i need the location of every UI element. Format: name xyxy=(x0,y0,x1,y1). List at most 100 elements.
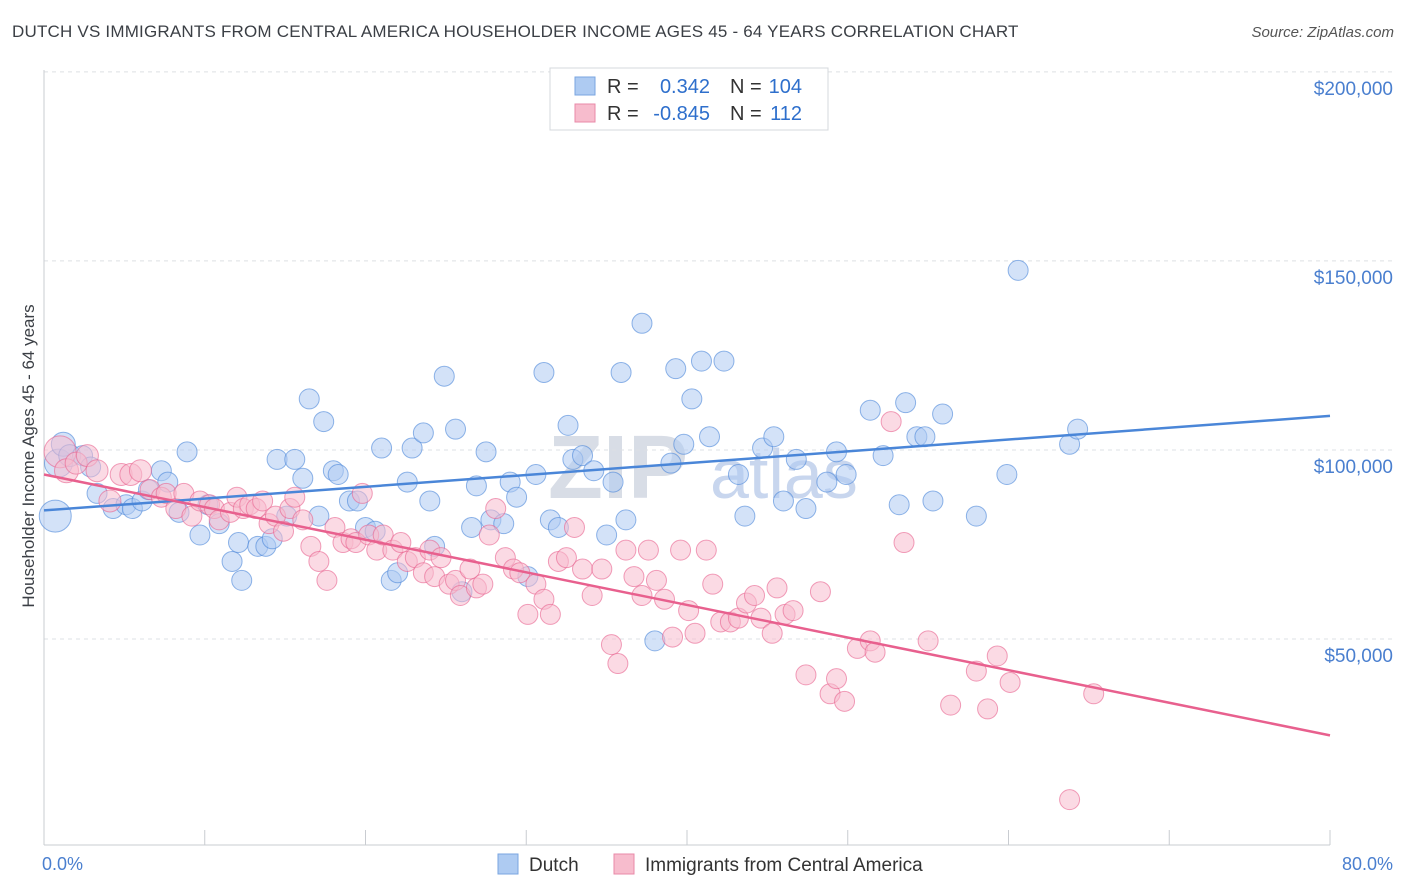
data-point xyxy=(999,671,1021,693)
data-point xyxy=(977,698,999,720)
data-point xyxy=(445,418,467,440)
data-point xyxy=(734,505,756,527)
y-tick-label: $200,000 xyxy=(1314,79,1393,100)
chart-title: DUTCH VS IMMIGRANTS FROM CENTRAL AMERICA… xyxy=(12,22,1019,41)
legend-n-label-central-america: N = xyxy=(730,103,762,125)
data-point xyxy=(673,433,695,455)
data-point xyxy=(965,505,987,527)
data-point xyxy=(835,464,857,486)
data-point xyxy=(555,547,577,569)
data-point xyxy=(98,489,122,513)
data-point xyxy=(809,581,831,603)
source-label: Source: ZipAtlas.com xyxy=(1251,24,1394,41)
data-point xyxy=(266,448,288,470)
data-point xyxy=(681,388,703,410)
data-point xyxy=(273,520,295,542)
series-dutch xyxy=(38,259,1089,652)
bottom-legend-swatch-dutch xyxy=(497,853,519,875)
data-point xyxy=(563,516,585,538)
legend-r-label-central-america: R = xyxy=(607,103,639,125)
legend: R = 0.342 N = 104 R = -0.845 N = 112 xyxy=(549,67,829,131)
data-point xyxy=(744,584,766,606)
data-point xyxy=(623,566,645,588)
data-point xyxy=(284,486,306,508)
data-point xyxy=(572,558,594,580)
data-point xyxy=(665,358,687,380)
data-point xyxy=(292,467,314,489)
data-point xyxy=(506,486,528,508)
data-point xyxy=(834,690,856,712)
legend-r-value-central-america: -0.845 xyxy=(653,103,710,125)
data-point xyxy=(782,600,804,622)
data-point xyxy=(880,411,902,433)
data-point xyxy=(859,399,881,421)
data-point xyxy=(986,645,1008,667)
data-point xyxy=(433,365,455,387)
data-point xyxy=(872,445,894,467)
data-point xyxy=(221,550,243,572)
legend-box xyxy=(549,67,829,131)
data-point xyxy=(401,437,423,459)
data-point xyxy=(539,603,561,625)
data-point xyxy=(795,664,817,686)
data-point xyxy=(419,490,441,512)
data-point xyxy=(1059,789,1081,811)
data-point xyxy=(713,350,735,372)
data-point xyxy=(965,660,987,682)
data-point xyxy=(932,403,954,425)
data-point xyxy=(766,577,788,599)
data-point xyxy=(38,499,72,533)
data-point xyxy=(189,524,211,546)
bottom-legend-swatch-central-america xyxy=(613,853,635,875)
legend-n-label-dutch: N = xyxy=(730,76,762,98)
data-point xyxy=(996,464,1018,486)
data-point xyxy=(298,388,320,410)
data-point xyxy=(231,569,253,591)
data-point xyxy=(533,361,555,383)
y-tick-label: $150,000 xyxy=(1314,268,1393,289)
data-point xyxy=(637,539,659,561)
data-point xyxy=(128,459,152,483)
legend-swatch-dutch xyxy=(574,76,596,96)
legend-n-value-central-america: 112 xyxy=(770,103,802,125)
data-point xyxy=(372,524,394,546)
x-tick-label-left: 0.0% xyxy=(42,854,83,874)
trend-lines xyxy=(43,414,1331,737)
data-point xyxy=(371,437,393,459)
y-tick-labels: $50,000 $100,000 $150,000 $200,000 xyxy=(1314,79,1393,667)
data-point xyxy=(461,516,483,538)
data-point xyxy=(763,426,785,448)
data-point xyxy=(478,524,500,546)
data-point xyxy=(412,422,434,444)
data-point xyxy=(327,464,349,486)
data-point xyxy=(615,539,637,561)
data-point xyxy=(699,426,721,448)
data-point xyxy=(702,573,724,595)
data-point xyxy=(459,558,481,580)
trend-line-central-america xyxy=(43,473,1331,737)
data-point xyxy=(600,634,622,656)
data-point xyxy=(644,630,666,652)
data-point xyxy=(895,392,917,414)
data-point xyxy=(475,441,497,463)
data-point xyxy=(772,490,794,512)
data-point xyxy=(727,464,749,486)
bottom-legend: Dutch Immigrants from Central America xyxy=(497,853,923,876)
data-point xyxy=(284,448,306,470)
x-ticks xyxy=(204,830,1331,845)
y-tick-label: $100,000 xyxy=(1314,457,1393,478)
y-axis-label: Householder Income Ages 45 - 64 years xyxy=(19,304,38,607)
legend-r-label-dutch: R = xyxy=(607,76,639,98)
data-point xyxy=(615,509,637,531)
data-point xyxy=(316,569,338,591)
data-point xyxy=(465,475,487,497)
data-point xyxy=(596,524,618,546)
data-point xyxy=(176,441,198,463)
data-point xyxy=(607,653,629,675)
data-point xyxy=(557,414,579,436)
data-point xyxy=(308,550,330,572)
data-point xyxy=(893,532,915,554)
data-point xyxy=(684,622,706,644)
legend-r-value-dutch: 0.342 xyxy=(660,76,710,98)
